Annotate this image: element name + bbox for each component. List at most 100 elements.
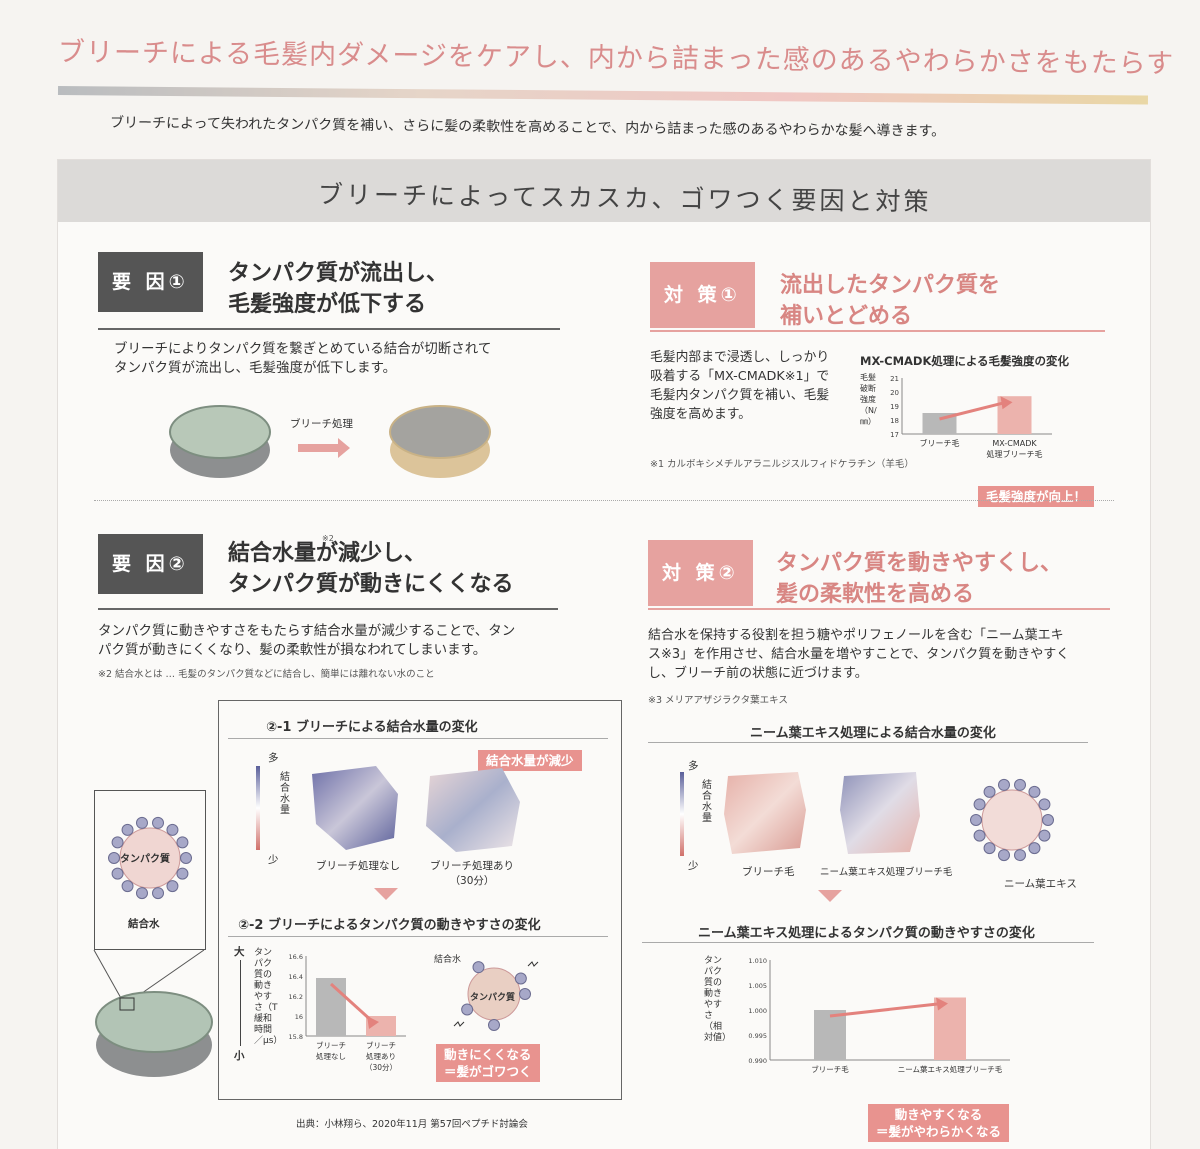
y-tick-label: 16.4 bbox=[289, 973, 303, 981]
inset-water-label: 結合水 bbox=[128, 918, 160, 930]
section-title: ブリーチによってスカスカ、ゴワつく要因と対策 bbox=[317, 180, 932, 217]
mobility-chart-neem: 0.990 0.995 1.000 1.005 1.010 ブリーチ毛 ニーム葉エキス処理ブ… bbox=[748, 957, 1010, 1074]
water-bead bbox=[1014, 849, 1027, 862]
m2-water-heatmaps bbox=[724, 772, 920, 854]
y-tick-label: 19 bbox=[890, 403, 899, 411]
water-bead bbox=[152, 887, 165, 900]
trend-arrow-head bbox=[936, 997, 948, 1011]
mol-water-label: 結合水 bbox=[434, 955, 462, 965]
fig2-ylabel: タンパク質の動きやすさ（T緩和時間／μs） bbox=[254, 948, 283, 1046]
trend-arrow-head bbox=[367, 1016, 379, 1029]
heatmap-b-label: ブリーチ処理あり （30分） bbox=[430, 860, 514, 887]
fig1-rule bbox=[228, 738, 608, 739]
inset-protein-label: タンパク質 bbox=[120, 854, 170, 865]
water-bead bbox=[983, 785, 996, 798]
measure1-body: 毛髪内部まで浸透し、しっかり 吸着する「MX-CMADK※1」で 毛髪内タンパク… bbox=[650, 350, 830, 422]
heatmap-a-label: ブリーチ処理なし bbox=[316, 860, 400, 872]
strength-badge: 毛髪強度が向上！ bbox=[978, 486, 1095, 507]
measure2-fig1-rule bbox=[648, 742, 1088, 743]
zoom-line-left bbox=[93, 950, 123, 1001]
fig2-small-label: 小 bbox=[234, 1050, 245, 1062]
water-bead bbox=[472, 961, 485, 974]
fig2-title: ②-2 ブリーチによるタンパク質の動きやすさの変化 bbox=[238, 918, 541, 933]
water-bead bbox=[135, 816, 148, 829]
category-label: ブリーチ毛 bbox=[811, 1064, 849, 1074]
y-tick-label: 20 bbox=[890, 389, 899, 397]
heatmap-neem-treated bbox=[840, 772, 920, 854]
measure1-title: 流出したタンパク質を 補いとどめる bbox=[780, 273, 1001, 329]
m2-down-triangle-icon bbox=[818, 890, 842, 902]
vibration-mark-icon-2 bbox=[453, 1021, 465, 1027]
headline: ブリーチによる毛髪内ダメージをケアし、内から詰まった感のあるやわらかさをもたらす bbox=[57, 37, 1175, 80]
bar bbox=[814, 1010, 846, 1060]
fig2-badge: 動きにくくなる ＝髪がゴワつく bbox=[436, 1044, 540, 1082]
water-bead bbox=[970, 814, 982, 826]
water-bead bbox=[1028, 785, 1041, 798]
section-divider bbox=[94, 500, 1114, 501]
water-bead bbox=[1014, 778, 1027, 791]
water-bead bbox=[166, 880, 179, 893]
fig1-title: ②-1 ブリーチによる結合水量の変化 bbox=[266, 720, 478, 735]
protein-molecule-figure bbox=[108, 816, 192, 900]
y-tick-label: 17 bbox=[890, 431, 899, 439]
source-note: 出典：小林翔ら、2020年11月 第57回ペプチド討論会 bbox=[296, 1119, 528, 1130]
cause1-tag: 要 因① bbox=[98, 252, 203, 312]
dense-water-beads bbox=[970, 778, 1054, 862]
category-label: ブリーチ bbox=[316, 1040, 346, 1050]
cause1-underline bbox=[98, 328, 560, 330]
y-tick-label: 1.000 bbox=[748, 1007, 767, 1015]
water-bead bbox=[461, 1003, 474, 1016]
m2-scale-top-label: 多 bbox=[688, 760, 699, 772]
category-label: 処理ブリーチ毛 bbox=[987, 449, 1043, 459]
water-bead bbox=[997, 778, 1010, 791]
cause1-title: タンパク質が流出し、 毛髪強度が低下する bbox=[228, 261, 449, 317]
y-tick-label: 16.2 bbox=[289, 993, 303, 1001]
category-label: 処理あり bbox=[366, 1051, 396, 1061]
section-header: ブリーチによってスカスカ、ゴワつく要因と対策 bbox=[58, 160, 1150, 222]
water-bead bbox=[166, 823, 179, 836]
bleach-arrow-label: ブリーチ処理 bbox=[290, 418, 353, 430]
scale-top-label: 多 bbox=[268, 752, 279, 764]
measure1-chart-title: MX-CMADK処理による毛髪強度の変化 bbox=[860, 354, 1070, 368]
measure1-ylabel: 毛髪破断強度（N/㎜） bbox=[860, 373, 877, 426]
measure2-body: 結合水を保持する役割を担う糖やポリフェノールを含む「ニーム葉エキ ス※3」を作用… bbox=[648, 628, 1070, 681]
category-label: ブリーチ bbox=[366, 1040, 396, 1050]
water-bead bbox=[176, 867, 189, 880]
fig2-big-label: 大 bbox=[234, 946, 245, 958]
category-label: （30分） bbox=[365, 1063, 397, 1072]
y-tick-label: 1.005 bbox=[748, 982, 767, 990]
water-bead bbox=[488, 1019, 500, 1031]
content-box: ブリーチによってスカスカ、ゴワつく要因と対策 要 因① タンパク質が流出し、 毛… bbox=[58, 160, 1150, 1149]
cause2-title: 結合水量が減少し、 タンパク質が動きにくくなる bbox=[228, 541, 514, 597]
category-label: ニーム葉エキス処理ブリーチ毛 bbox=[898, 1064, 1003, 1074]
bleached-molecule-figure bbox=[453, 961, 539, 1031]
water-bead bbox=[514, 972, 527, 985]
m2-scale-label: 結合水量 bbox=[702, 780, 712, 824]
fig2-rule bbox=[228, 936, 608, 937]
measure1-tag: 対 策① bbox=[650, 262, 755, 328]
measure1-underline bbox=[650, 330, 1105, 332]
cause2-tag: 要 因② bbox=[98, 534, 203, 594]
sparse-water-beads bbox=[461, 961, 531, 1031]
water-bead bbox=[135, 887, 148, 900]
m2-img-b-label: ニーム葉エキス処理ブリーチ毛 bbox=[820, 867, 953, 878]
bleach-arrow bbox=[298, 438, 350, 458]
water-bead bbox=[121, 880, 134, 893]
heatmap-bleached bbox=[426, 768, 520, 852]
trend-arrow bbox=[329, 982, 375, 1024]
zoom-inset bbox=[94, 790, 206, 950]
y-tick-label: 16.6 bbox=[289, 953, 303, 961]
measure2-fig2-title: ニーム葉エキス処理によるタンパク質の動きやすさの変化 bbox=[698, 926, 1035, 941]
water-bead bbox=[519, 988, 531, 1000]
zoom-marker bbox=[119, 997, 135, 1011]
hair-zoom-figure bbox=[93, 950, 213, 1077]
y-tick-label: 18 bbox=[890, 417, 899, 425]
m2-fig2-badge: 動きやすくなる ＝髪がやわらかくなる bbox=[868, 1104, 1010, 1142]
water-bead bbox=[983, 842, 996, 855]
down-triangle-icon bbox=[374, 888, 398, 900]
measure2-underline bbox=[648, 608, 1110, 610]
water-bead bbox=[997, 849, 1010, 862]
measure2-title: タンパク質を動きやすくし、 髪の柔軟性を高める bbox=[776, 551, 1063, 607]
category-label: 処理なし bbox=[316, 1051, 346, 1061]
measure1-footnote: ※1 カルボキシメチルアラニルジスルフィドケラチン（羊毛） bbox=[650, 459, 914, 470]
